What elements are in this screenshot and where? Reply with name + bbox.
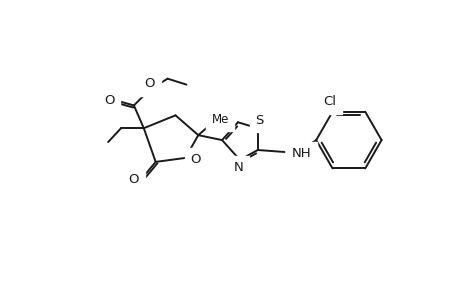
Text: N: N bbox=[234, 161, 243, 174]
Text: Me: Me bbox=[211, 113, 228, 126]
Text: O: O bbox=[190, 153, 200, 167]
Text: NH: NH bbox=[291, 148, 310, 160]
Text: O: O bbox=[104, 94, 114, 107]
Text: Cl: Cl bbox=[322, 95, 336, 108]
Text: S: S bbox=[255, 114, 263, 127]
Text: O: O bbox=[144, 77, 155, 90]
Text: O: O bbox=[129, 173, 139, 186]
